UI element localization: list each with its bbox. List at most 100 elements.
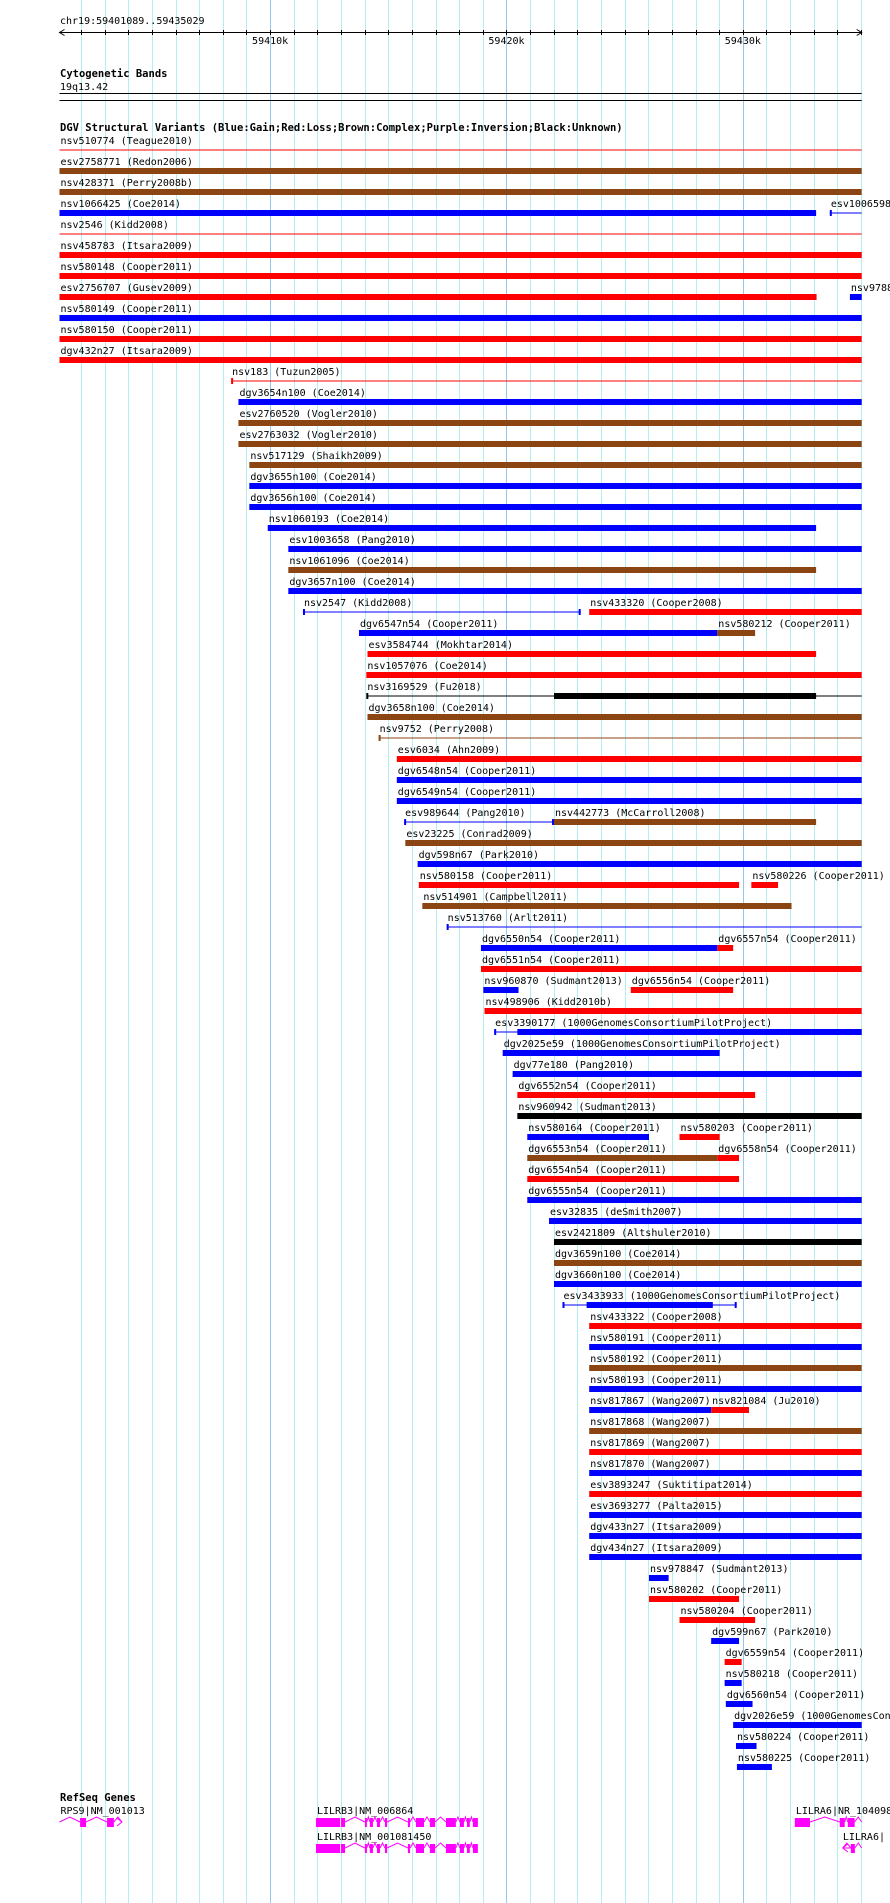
structural-variant[interactable]: dgv598n67 (Park2010) [417, 850, 862, 867]
structural-variant[interactable]: dgv3658n100 (Coe2014) [367, 703, 862, 720]
structural-variant[interactable]: nsv428371 (Perry2008b) [59, 178, 862, 195]
structural-variant[interactable]: dgv2025e59 (1000GenomesConsortiumPilotPr… [502, 1039, 781, 1056]
structural-variant[interactable]: nsv817867 (Wang2007) [589, 1396, 712, 1413]
structural-variant[interactable]: dgv6547n54 (Cooper2011) [358, 619, 718, 636]
structural-variant[interactable]: dgv6552n54 (Cooper2011) [517, 1081, 756, 1098]
structural-variant[interactable]: dgv6550n54 (Cooper2011) [480, 934, 718, 951]
structural-variant[interactable]: esv6034 (Ahn2009) [396, 745, 862, 762]
structural-variant[interactable]: nsv580202 (Cooper2011) [649, 1585, 782, 1602]
structural-variant[interactable]: dgv433n27 (Itsara2009) [589, 1522, 862, 1539]
structural-variant[interactable]: nsv513760 (Arlt2011) [446, 913, 862, 930]
structural-variant[interactable]: nsv3169529 (Fu2018) [366, 682, 862, 699]
structural-variant[interactable]: nsv498906 (Kidd2010b) [484, 997, 862, 1014]
structural-variant[interactable]: nsv1060193 (Coe2014) [267, 514, 817, 531]
structural-variant[interactable]: esv2758771 (Redon2006) [59, 157, 862, 174]
structural-variant[interactable]: dgv3656n100 (Coe2014) [249, 493, 862, 510]
structural-variant[interactable]: nsv817868 (Wang2007) [589, 1417, 862, 1434]
structural-variant[interactable]: nsv580148 (Cooper2011) [59, 262, 862, 279]
structural-variant[interactable]: dgv3660n100 (Coe2014) [553, 1270, 862, 1287]
gene[interactable]: LILRB3|NM_006864 [315, 1806, 478, 1827]
structural-variant[interactable]: nsv580164 (Cooper2011) [527, 1123, 661, 1140]
structural-variant[interactable]: dgv6559n54 (Cooper2011) [724, 1648, 864, 1665]
structural-variant[interactable]: dgv77e180 (Pang2010) [512, 1060, 862, 1077]
exon [415, 1844, 424, 1853]
gene[interactable]: LILRB3|NM_001081450 [315, 1832, 478, 1853]
structural-variant[interactable]: nsv580204 (Cooper2011) [679, 1606, 813, 1623]
structural-variant[interactable]: esv989644 (Pang2010) [404, 808, 554, 825]
structural-variant[interactable]: nsv580149 (Cooper2011) [59, 304, 862, 321]
structural-variant[interactable]: nsv1066425 (Coe2014) [59, 199, 817, 216]
structural-variant[interactable]: dgv6549n54 (Cooper2011) [396, 787, 862, 804]
structural-variant[interactable]: dgv3657n100 (Coe2014) [288, 577, 862, 594]
structural-variant[interactable]: esv23225 (Conrad2009) [405, 829, 862, 846]
structural-variant[interactable]: dgv3659n100 (Coe2014) [553, 1249, 862, 1266]
structural-variant[interactable]: nsv580226 (Cooper2011) [751, 871, 885, 888]
structural-variant[interactable]: esv1006598 [829, 199, 890, 216]
structural-variant[interactable]: nsv978847 (Sudmant2013) [649, 1564, 788, 1581]
structural-variant[interactable]: nsv517129 (Shaikh2009) [249, 451, 862, 468]
structural-variant[interactable]: esv3433933 (1000GenomesConsortiumPilotPr… [562, 1291, 840, 1308]
location-label: chr19:59401089..59435029 [60, 16, 205, 27]
structural-variant[interactable]: nsv1057076 (Coe2014) [366, 661, 862, 678]
structural-variant[interactable]: nsv580158 (Cooper2011) [418, 871, 740, 888]
structural-variant[interactable]: esv2421809 (Altshuler2010) [553, 1228, 862, 1245]
structural-variant[interactable]: dgv6556n54 (Cooper2011) [630, 976, 770, 993]
structural-variant[interactable]: dgv6558n54 (Cooper2011) [717, 1144, 857, 1161]
structural-variant[interactable]: nsv580191 (Cooper2011) [589, 1333, 862, 1350]
structural-variant[interactable]: esv3390177 (1000GenomesConsortiumPilotPr… [494, 1018, 862, 1035]
structural-variant[interactable]: dgv3655n100 (Coe2014) [249, 472, 862, 489]
structural-variant[interactable]: dgv434n27 (Itsara2009) [589, 1543, 862, 1560]
structural-variant[interactable]: nsv817870 (Wang2007) [589, 1459, 862, 1476]
structural-variant[interactable]: nsv580218 (Cooper2011) [724, 1669, 858, 1686]
structural-variant[interactable]: nsv580150 (Cooper2011) [59, 325, 862, 342]
structural-variant[interactable]: dgv6555n54 (Cooper2011) [527, 1186, 862, 1203]
structural-variant[interactable]: nsv821084 (Ju2010) [711, 1396, 821, 1413]
structural-variant[interactable]: nsv817869 (Wang2007) [589, 1438, 862, 1455]
structural-variant[interactable]: nsv433320 (Cooper2008) [589, 598, 862, 615]
structural-variant[interactable]: esv2756707 (Gusev2009) [59, 283, 817, 300]
structural-variant[interactable]: nsv960870 (Sudmant2013) [483, 976, 623, 993]
structural-variant[interactable]: esv32835 (deSmith2007) [549, 1207, 862, 1224]
structural-variant[interactable]: esv1003658 (Pang2010) [288, 535, 862, 552]
structural-variant[interactable]: dgv6557n54 (Cooper2011) [717, 934, 857, 951]
structural-variant[interactable]: nsv514901 (Campbell2011) [422, 892, 792, 909]
structural-variant[interactable]: nsv9788 [849, 283, 890, 300]
structural-variant[interactable]: nsv580192 (Cooper2011) [589, 1354, 862, 1371]
structural-variant[interactable]: dgv3654n100 (Coe2014) [238, 388, 862, 405]
structural-variant[interactable]: nsv510774 (Teague2010) [59, 136, 862, 151]
structural-variant[interactable]: esv3584744 (Mokhtar2014) [367, 640, 817, 657]
structural-variant[interactable]: nsv2547 (Kidd2008) [302, 598, 581, 615]
structural-variant[interactable]: dgv6548n54 (Cooper2011) [396, 766, 862, 783]
gene[interactable]: LILRA6| [842, 1832, 885, 1853]
gene[interactable]: LILRA6|NR_104098 [794, 1806, 890, 1827]
structural-variant[interactable]: nsv458783 (Itsara2009) [59, 241, 862, 258]
structural-variant[interactable]: nsv580193 (Cooper2011) [589, 1375, 862, 1392]
structural-variant[interactable]: nsv580203 (Cooper2011) [679, 1123, 813, 1140]
structural-variant[interactable]: dgv599n67 (Park2010) [711, 1627, 833, 1644]
structural-variant[interactable]: dgv6551n54 (Cooper2011) [480, 955, 862, 972]
structural-variant[interactable]: dgv6554n54 (Cooper2011) [527, 1165, 740, 1182]
intron-line [434, 1842, 447, 1849]
structural-variant[interactable]: esv2760520 (Vogler2010) [238, 409, 862, 426]
structural-variant[interactable]: nsv580224 (Cooper2011) [735, 1732, 869, 1749]
ruler-track[interactable]: chr19:59401089..59435029 59410k 59420k 594… [58, 16, 863, 47]
gene[interactable]: RPS9|NM_001013 [59, 1806, 145, 1827]
structural-variant[interactable]: dgv2026e59 (1000GenomesCons [733, 1711, 890, 1728]
structural-variant[interactable]: nsv433322 (Cooper2008) [589, 1312, 862, 1329]
structural-variant[interactable]: nsv580212 (Cooper2011) [717, 619, 851, 636]
structural-variant[interactable]: esv2763032 (Vogler2010) [238, 430, 862, 447]
structural-variant[interactable]: nsv2546 (Kidd2008) [59, 220, 862, 235]
structural-variant[interactable]: nsv580225 (Cooper2011) [736, 1753, 870, 1770]
structural-variant[interactable]: nsv960942 (Sudmant2013) [517, 1102, 862, 1119]
structural-variant[interactable]: nsv442773 (McCarroll2008) [553, 808, 817, 825]
structural-variant[interactable]: dgv6560n54 (Cooper2011) [725, 1690, 865, 1707]
structural-variant[interactable]: nsv183 (Tuzun2005) [231, 367, 862, 384]
structural-variant[interactable]: esv3693277 (Palta2015) [589, 1501, 862, 1518]
structural-variant[interactable]: nsv9752 (Perry2008) [378, 724, 862, 741]
structural-variant[interactable]: dgv432n27 (Itsara2009) [59, 346, 862, 363]
structural-variant[interactable]: nsv1061096 (Coe2014) [288, 556, 817, 573]
structural-variant[interactable]: dgv6553n54 (Cooper2011) [527, 1144, 718, 1161]
structural-variant[interactable]: esv3893247 (Suktitipat2014) [589, 1480, 862, 1497]
left-arrow-icon[interactable] [58, 29, 65, 36]
